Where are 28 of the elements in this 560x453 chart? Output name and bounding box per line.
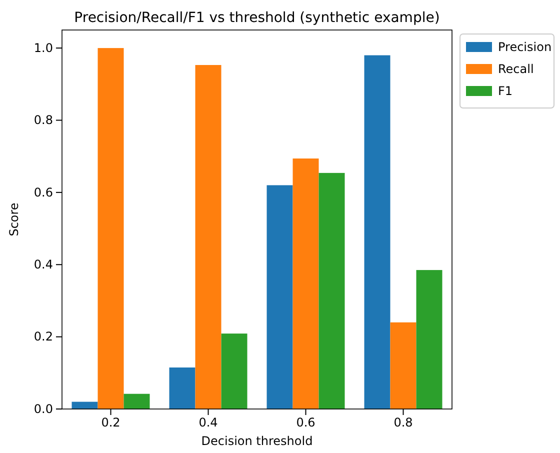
y-tick-label: 0.0 (34, 402, 53, 416)
y-tick-label: 0.2 (34, 330, 53, 344)
bar (364, 55, 390, 409)
bar (195, 65, 222, 409)
bar (390, 322, 416, 409)
bar (221, 334, 248, 409)
y-tick-label: 0.4 (34, 257, 53, 272)
bar (292, 158, 319, 409)
y-tick-label: 0.6 (34, 185, 53, 200)
bar (72, 402, 98, 409)
bar (266, 185, 293, 409)
x-tick-label: 0.2 (101, 416, 120, 430)
bar (169, 367, 196, 409)
y-axis-title: Score (7, 202, 21, 236)
y-tick-label: 0.8 (34, 113, 53, 128)
x-tick-label: 0.8 (394, 416, 413, 430)
chart-title: Precision/Recall/F1 vs threshold (synthetic example) (74, 10, 440, 26)
legend-label: Precision (498, 40, 552, 54)
bar (98, 48, 124, 409)
legend-label: Recall (498, 62, 534, 76)
x-tick-label: 0.4 (198, 416, 218, 430)
legend-label: F1 (498, 84, 513, 98)
y-tick-label: 1.0 (34, 40, 53, 55)
bar (416, 270, 442, 409)
bar (318, 172, 345, 409)
x-tick-label: 0.6 (296, 416, 316, 430)
x-axis-title: Decision threshold (201, 434, 313, 448)
bar (124, 394, 150, 409)
